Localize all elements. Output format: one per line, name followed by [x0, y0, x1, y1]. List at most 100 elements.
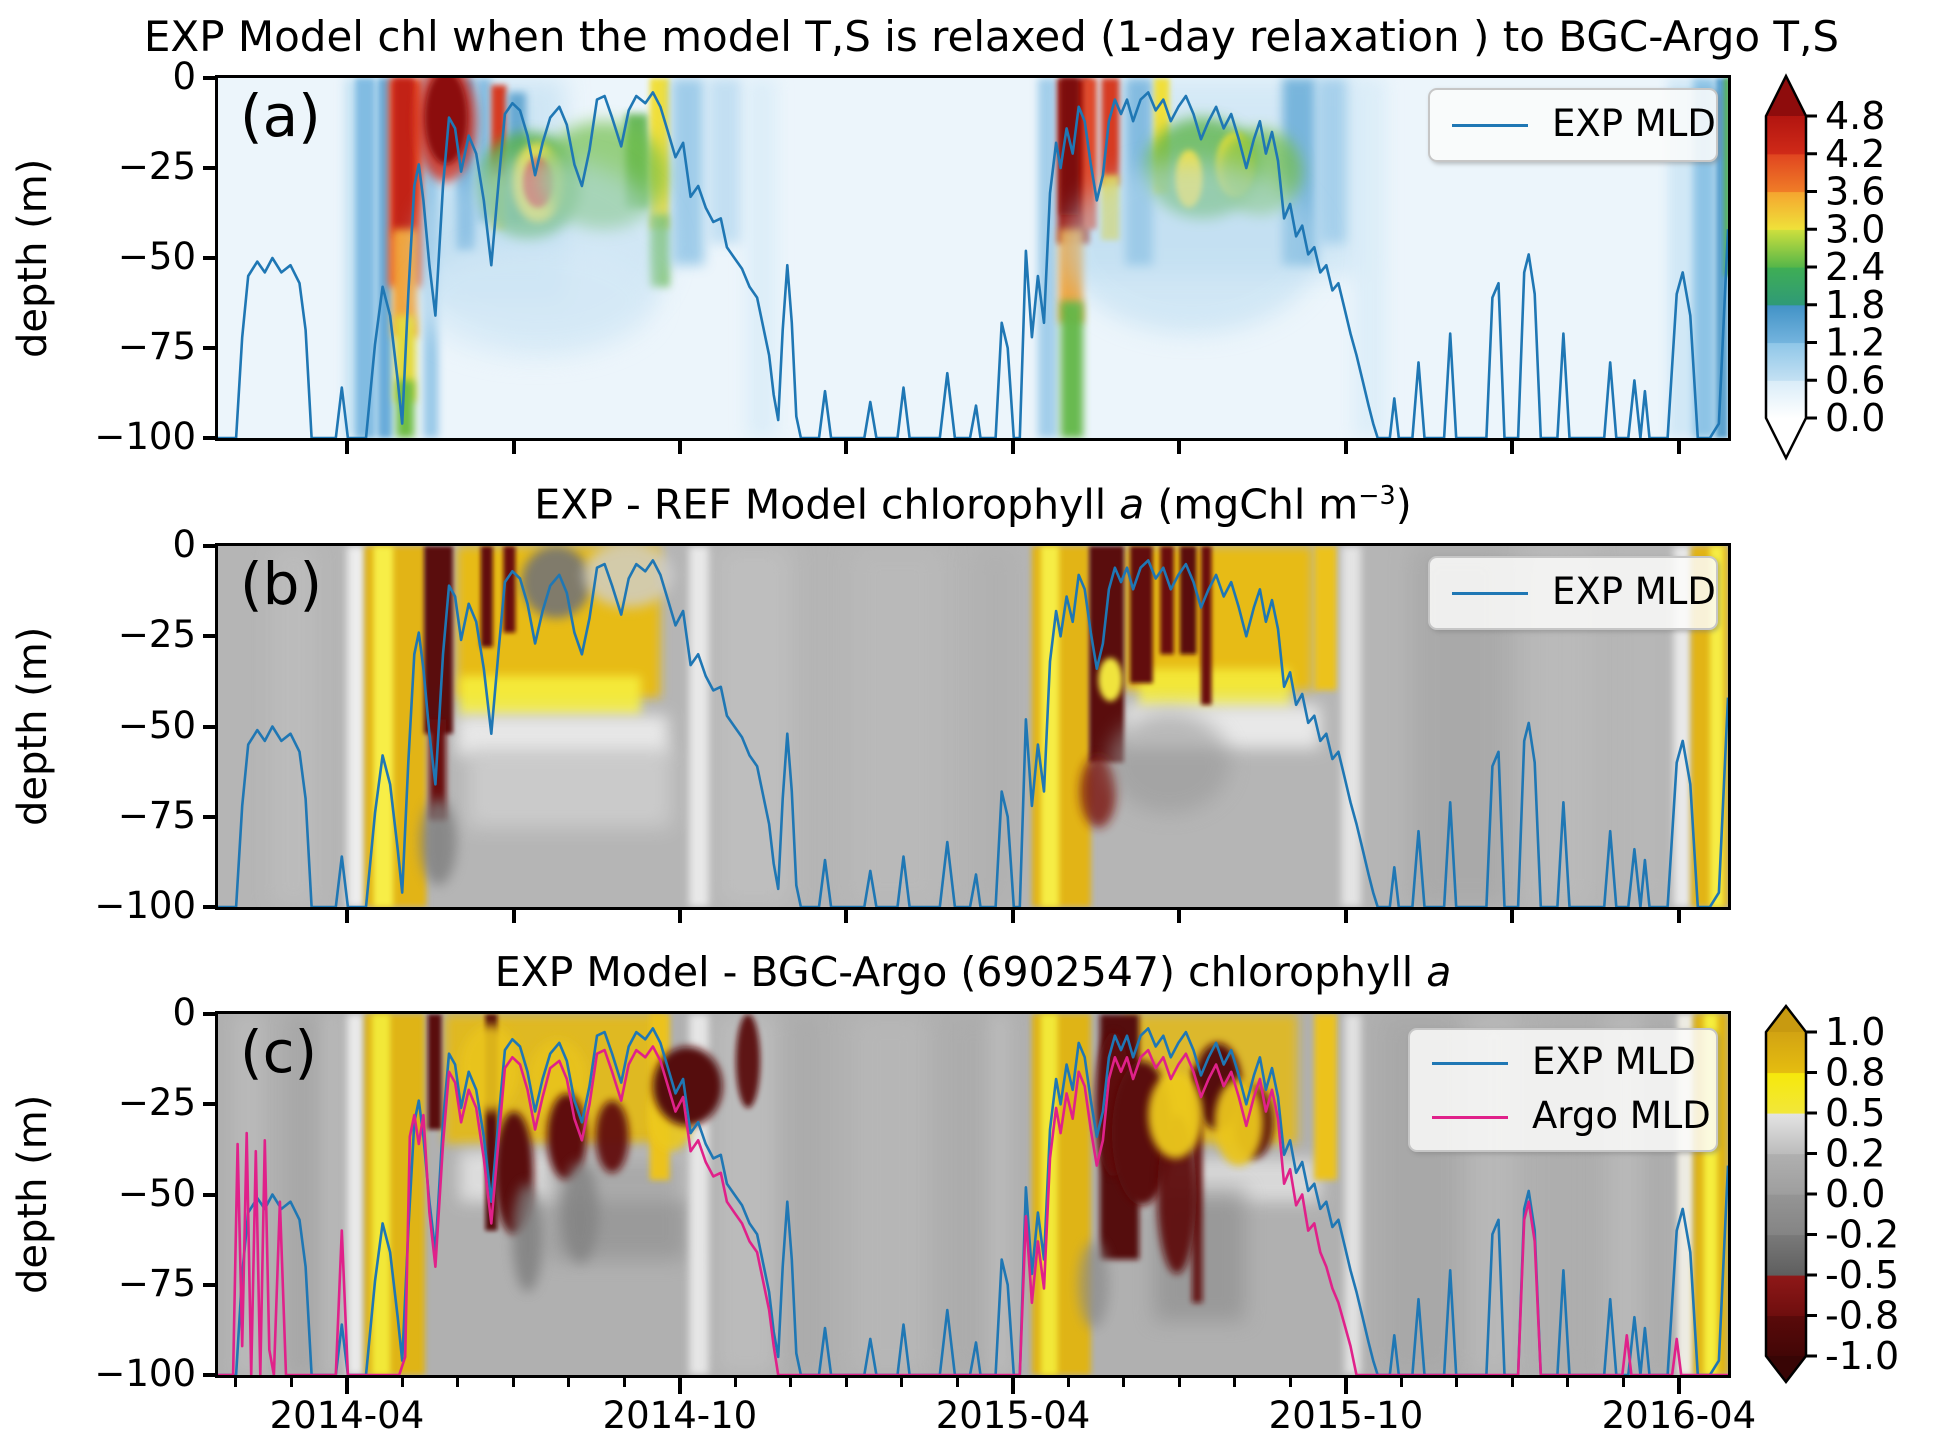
x-major-tick: [1011, 1378, 1015, 1394]
x-minor-tick: [789, 1378, 793, 1387]
x-tick: [1676, 910, 1681, 923]
panel-b-title-end: ): [1395, 480, 1412, 529]
panel-a-title: EXP Model chl when the model T,S is rela…: [143, 12, 1840, 61]
panel-b-title-pre: EXP - REF Model chlorophyll: [534, 480, 1120, 529]
x-tick: [1177, 441, 1182, 454]
y-tick: [203, 166, 215, 170]
y-tick-label: −25: [117, 145, 196, 188]
x-tick: [1343, 910, 1348, 923]
y-tick: [203, 1102, 215, 1107]
x-tick: [844, 441, 849, 454]
y-tick-label: −75: [117, 793, 196, 837]
x-minor-tick: [1177, 1378, 1181, 1387]
colorbar-a-tick-label: 4.8: [1825, 94, 1885, 138]
y-tick-label: −75: [117, 325, 196, 368]
exp-mld-line-sample: [1452, 123, 1528, 127]
x-tick: [344, 910, 349, 923]
x-minor-tick: [1233, 1378, 1237, 1387]
x-tick: [1011, 910, 1015, 923]
x-minor-tick: [1288, 1378, 1292, 1387]
x-major-tick: [677, 1378, 682, 1394]
x-minor-tick: [955, 1378, 959, 1387]
panel-c-title-pre: EXP Model - BGC-Argo (6902547) chlorophy…: [494, 948, 1427, 996]
x-minor-tick: [900, 1378, 904, 1387]
x-minor-tick: [1510, 1378, 1514, 1387]
y-tick: [203, 1192, 215, 1197]
x-minor-tick: [289, 1378, 293, 1387]
y-tick: [203, 905, 215, 909]
y-tick-label: 0: [172, 991, 196, 1034]
x-minor-tick: [456, 1378, 460, 1387]
legend-label: EXP MLD: [1532, 1039, 1696, 1083]
x-minor-tick: [844, 1378, 848, 1387]
y-tick-label: −50: [117, 235, 196, 278]
x-major-tick: [344, 1378, 349, 1394]
legend-label: EXP MLD: [1552, 101, 1716, 145]
panel-a-letter: (a): [240, 82, 321, 150]
x-tick: [677, 910, 682, 923]
panel-a-legend: EXP MLD: [1428, 88, 1718, 162]
y-tick: [203, 544, 215, 548]
colorbar-a-tick-label: 0.6: [1825, 358, 1885, 402]
x-minor-tick: [1455, 1378, 1459, 1387]
x-minor-tick: [400, 1378, 404, 1387]
colorbar-a-tick-label: 1.2: [1825, 321, 1885, 365]
x-minor-tick: [1566, 1378, 1570, 1387]
panel-c-letter: (c): [240, 1018, 318, 1086]
x-tick: [1011, 441, 1015, 454]
colorbar-c-tick-label: -0.8: [1825, 1294, 1899, 1338]
argo-mld-line-sample: [1432, 1115, 1508, 1119]
y-tick-label: 0: [172, 55, 196, 98]
y-tick: [203, 76, 215, 80]
y-tick: [203, 724, 215, 729]
x-tick: [1510, 441, 1515, 454]
exp-mld-line-sample: [1432, 1061, 1508, 1065]
colorbar-a-tick-label: 3.0: [1825, 207, 1885, 251]
colorbar-a-tick-label: 0.0: [1825, 396, 1885, 440]
x-tick: [344, 441, 349, 454]
y-tick: [203, 256, 215, 260]
x-tick: [1510, 910, 1515, 923]
x-tick-label: 2016-04: [1601, 1394, 1757, 1437]
y-tick-label: −25: [117, 613, 196, 657]
colorbar-c-tick-label: 1.0: [1825, 1010, 1885, 1054]
x-minor-tick: [1122, 1378, 1126, 1387]
y-tick-label: −100: [94, 415, 196, 458]
panel-b-title-sup: −3: [1358, 480, 1396, 510]
y-axis-label-b: depth (m): [10, 626, 56, 826]
y-tick: [203, 1373, 215, 1377]
x-minor-tick: [1066, 1378, 1070, 1387]
y-axis-label-c: depth (m): [10, 1094, 56, 1294]
y-tick: [203, 436, 215, 440]
colorbar-c-tick-label: -0.2: [1825, 1213, 1899, 1257]
panel-c-plot: (c): [215, 1011, 1731, 1378]
colorbar-c-tick-label: 0.2: [1825, 1132, 1885, 1176]
panel-c-title-italic: a: [1426, 948, 1452, 996]
y-tick: [203, 1282, 215, 1287]
y-tick-label: −75: [117, 1261, 196, 1305]
x-tick: [844, 910, 849, 923]
x-tick: [511, 910, 516, 923]
panel-c-title: EXP Model - BGC-Argo (6902547) chlorophy…: [218, 948, 1728, 996]
panel-b-legend: EXP MLD: [1428, 556, 1718, 630]
colorbar-c-tick-label: 0.8: [1825, 1051, 1885, 1095]
exp-mld-line-sample: [1452, 591, 1528, 595]
legend-label: EXP MLD: [1552, 569, 1716, 613]
panel-b-title: EXP - REF Model chlorophyll a (mgChl m−3…: [218, 480, 1728, 529]
colorbar-c-tick-label: 0.0: [1825, 1172, 1885, 1216]
x-major-tick: [1343, 1378, 1348, 1394]
panel-b-title-italic: a: [1119, 480, 1145, 529]
x-minor-tick: [567, 1378, 571, 1387]
x-tick-label: 2014-10: [602, 1394, 758, 1437]
x-tick: [511, 441, 516, 454]
panel-b-title-post: (mgChl m: [1144, 480, 1359, 529]
colorbar-c-tick-label: -0.5: [1825, 1253, 1899, 1297]
colorbar-a-tick-label: 1.8: [1825, 283, 1885, 327]
y-tick: [203, 814, 215, 819]
y-tick-label: −50: [117, 703, 196, 747]
x-major-tick: [1676, 1378, 1681, 1394]
x-minor-tick: [622, 1378, 626, 1387]
panel-a-contour-field: [218, 78, 1728, 438]
x-tick-label: 2015-04: [935, 1394, 1091, 1437]
